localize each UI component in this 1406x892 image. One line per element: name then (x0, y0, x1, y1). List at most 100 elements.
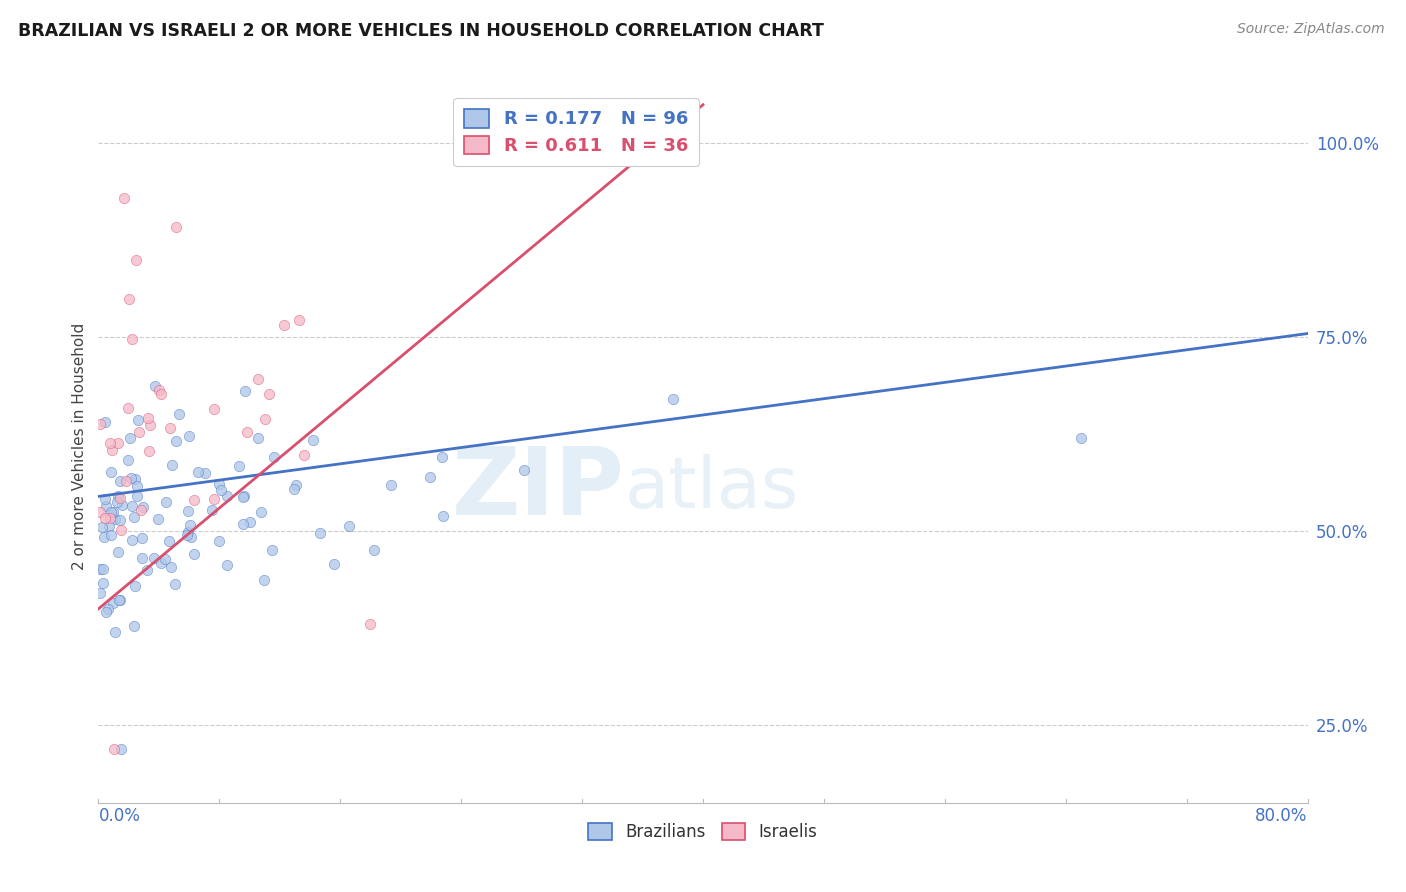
Point (100, 505, 122, 519)
Point (132, 500, 155, 514)
Point (104, 624, 127, 639)
Point (124, 579, 146, 593)
Point (128, 425, 150, 439)
Y-axis label: 2 or more Vehicles in Household: 2 or more Vehicles in Household (72, 322, 87, 570)
Point (263, 450, 285, 465)
Point (179, 517, 201, 532)
Point (89, 505, 111, 519)
Point (260, 542, 283, 557)
Point (155, 495, 177, 509)
Point (285, 478, 308, 492)
Point (107, 489, 129, 503)
Point (125, 252, 148, 267)
Point (120, 471, 142, 485)
Point (323, 557, 346, 571)
Point (108, 474, 131, 488)
Point (159, 560, 181, 574)
Point (308, 525, 330, 540)
Point (125, 479, 148, 493)
Point (432, 509, 454, 524)
Point (135, 563, 157, 577)
Point (209, 483, 232, 498)
Point (236, 425, 259, 440)
Point (177, 525, 200, 540)
Point (122, 619, 145, 633)
Point (100, 465, 122, 479)
Point (107, 545, 129, 559)
Point (202, 401, 225, 416)
Point (246, 372, 269, 386)
Point (183, 492, 205, 507)
Point (1070, 431, 1092, 445)
Point (101, 597, 124, 611)
Text: Source: ZipAtlas.com: Source: ZipAtlas.com (1237, 22, 1385, 37)
Point (96, 601, 118, 615)
Point (89, 562, 111, 576)
Point (208, 477, 231, 491)
Point (165, 577, 187, 591)
Point (94, 492, 117, 507)
Point (121, 332, 143, 346)
Point (180, 530, 202, 544)
Point (148, 384, 170, 398)
Point (145, 378, 167, 392)
Point (110, 593, 132, 607)
Point (94, 499, 117, 513)
Point (93, 530, 115, 544)
Point (90, 520, 112, 534)
Point (283, 482, 305, 496)
Point (273, 318, 295, 333)
Point (215, 558, 238, 572)
Point (177, 429, 200, 443)
Text: 80.0%: 80.0% (1256, 806, 1308, 825)
Point (107, 592, 129, 607)
Point (232, 490, 254, 504)
Point (125, 489, 148, 503)
Point (111, 498, 134, 512)
Point (430, 450, 453, 465)
Point (253, 573, 276, 587)
Text: BRAZILIAN VS ISRAELI 2 OR MORE VEHICLES IN HOUSEHOLD CORRELATION CHART: BRAZILIAN VS ISRAELI 2 OR MORE VEHICLES … (18, 22, 824, 40)
Point (380, 478, 402, 492)
Point (160, 458, 183, 473)
Point (124, 472, 146, 486)
Point (98, 436, 121, 450)
Point (194, 467, 217, 481)
Point (118, 431, 141, 445)
Point (118, 292, 141, 306)
Point (169, 407, 191, 421)
Point (287, 313, 309, 327)
Point (165, 434, 187, 449)
Legend: Brazilians, Israelis: Brazilians, Israelis (582, 816, 824, 848)
Point (292, 449, 315, 463)
Point (177, 504, 200, 518)
Point (121, 533, 143, 547)
Point (201, 503, 224, 517)
Point (138, 444, 160, 458)
Point (419, 469, 441, 483)
Point (127, 413, 149, 427)
Point (360, 617, 382, 632)
Point (159, 421, 181, 435)
Point (249, 505, 271, 519)
Point (115, 475, 138, 489)
Point (337, 519, 360, 533)
Point (131, 532, 153, 546)
Point (112, 191, 135, 205)
Point (661, 392, 683, 407)
Point (143, 550, 166, 565)
Point (136, 410, 159, 425)
Point (97, 519, 120, 533)
Point (100, 442, 122, 457)
Point (94, 605, 117, 619)
Text: atlas: atlas (624, 454, 799, 524)
Point (232, 516, 254, 531)
Point (89, 585, 111, 599)
Point (107, 435, 129, 450)
Point (183, 547, 205, 561)
Point (117, 401, 139, 416)
Text: ZIP: ZIP (451, 442, 624, 535)
Point (233, 384, 256, 398)
Point (150, 557, 173, 571)
Point (100, 527, 122, 541)
